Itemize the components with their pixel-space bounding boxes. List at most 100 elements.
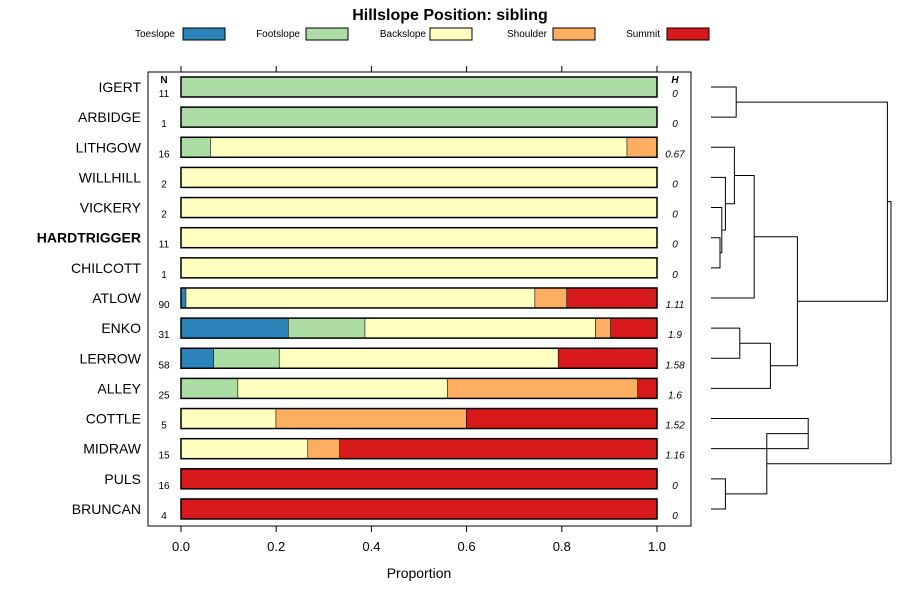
bar-alley-backslope: [238, 378, 448, 399]
h-column-header: H: [671, 75, 679, 86]
bar-alley-summit: [637, 378, 657, 399]
bar-willhill-backslope: [181, 167, 657, 188]
n-value-atlow: 90: [158, 300, 170, 311]
bar-atlow-shoulder: [535, 287, 568, 308]
bar-outline-bruncan: [180, 498, 658, 520]
row-label-bruncan: BRUNCAN: [72, 501, 141, 517]
legend-swatch-footslope: [305, 27, 349, 41]
legend-label-backslope: Backslope: [380, 29, 427, 40]
row-label-puls: PULS: [104, 471, 141, 487]
dendrogram: [711, 86, 892, 510]
legend: Toeslope Footslope Backslope Shoulder Summit: [135, 27, 710, 41]
bar-alley-footslope: [181, 378, 239, 399]
legend-swatch-summit: [666, 27, 710, 41]
row-label-midraw: MIDRAW: [83, 441, 142, 457]
bar-enko-summit: [610, 318, 657, 339]
bar-lithgow-footslope: [181, 137, 211, 158]
row-label-alley: ALLEY: [97, 380, 141, 396]
legend-swatch-shoulder: [552, 27, 596, 41]
bar-midraw-summit: [339, 438, 657, 459]
dendrogram-branch: [711, 478, 726, 510]
bar-outline-enko: [180, 317, 658, 339]
x-axis: 0.0 0.2 0.4 0.6 0.8 1.0: [172, 66, 666, 554]
h-value-lerrow: 1.58: [665, 360, 685, 371]
bar-cottle-summit: [466, 408, 657, 429]
n-column-header: N: [160, 75, 167, 86]
bar-bruncan-summit: [181, 498, 657, 519]
bar-lerrow-toeslope: [181, 348, 214, 369]
x-tick-label: 0.0: [172, 539, 190, 554]
bar-midraw-shoulder: [308, 438, 340, 459]
bar-hardtrigger-backslope: [181, 227, 657, 248]
bar-enko-footslope: [288, 318, 366, 339]
bar-enko-toeslope: [181, 318, 289, 339]
chart-title: Hillslope Position: sibling: [352, 7, 548, 24]
bar-alley-shoulder: [447, 378, 638, 399]
h-value-arbidge: 0: [672, 119, 678, 130]
bar-midraw-backslope: [181, 438, 309, 459]
x-tick-label: 0.2: [267, 539, 285, 554]
bar-lerrow-footslope: [213, 348, 280, 369]
h-value-hardtrigger: 0: [672, 240, 678, 251]
bar-outline-vickery: [180, 196, 658, 219]
bar-outline-hardtrigger: [180, 226, 658, 249]
n-value-cottle: 5: [161, 421, 167, 432]
bar-outline-chilcott: [180, 257, 658, 279]
plot-panel: [147, 71, 692, 527]
bar-outline-lerrow: [180, 347, 658, 370]
n-value-enko: 31: [158, 330, 170, 341]
bar-lerrow-summit: [558, 348, 657, 369]
bar-rows: IGERT 11 0 ARBIDGE 1 0 LITHGOW 16 0.67 WILLHILL 2 0…: [37, 76, 685, 522]
h-value-midraw: 1.16: [665, 451, 685, 462]
row-label-lerrow: LERROW: [80, 350, 142, 366]
legend-label-summit: Summit: [626, 29, 660, 40]
x-tick-label: 1.0: [648, 539, 666, 554]
h-value-puls: 0: [672, 481, 678, 492]
legend-label-footslope: Footslope: [256, 29, 300, 40]
row-label-enko: ENKO: [101, 320, 141, 336]
legend-label-shoulder: Shoulder: [507, 29, 548, 40]
dendrogram-branch: [711, 86, 737, 118]
h-value-lithgow: 0.67: [665, 149, 685, 160]
dendrogram-branch: [711, 237, 721, 269]
bar-cottle-backslope: [181, 408, 277, 429]
bar-enko-backslope: [365, 318, 596, 339]
bar-atlow-backslope: [186, 287, 536, 308]
n-value-lithgow: 16: [158, 149, 170, 160]
dendrogram-branch: [766, 201, 892, 465]
h-value-chilcott: 0: [672, 270, 678, 281]
h-value-alley: 1.6: [668, 390, 682, 401]
bar-arbidge-footslope: [181, 107, 657, 128]
bar-outline-willhill: [180, 166, 658, 189]
x-tick-label: 0.4: [362, 539, 380, 554]
n-value-igert: 11: [159, 89, 170, 100]
bar-outline-arbidge: [180, 106, 658, 128]
legend-swatch-toeslope: [182, 27, 226, 41]
dendrogram-branch: [711, 176, 726, 231]
x-tick-label: 0.6: [458, 539, 476, 554]
row-label-atlow: ATLOW: [92, 290, 142, 306]
h-value-enko: 1.9: [668, 330, 682, 341]
dendrogram-branch: [754, 236, 798, 367]
h-value-vickery: 0: [672, 210, 678, 221]
bar-outline-igert: [180, 76, 658, 98]
bar-igert-footslope: [181, 77, 657, 97]
bar-atlow-toeslope: [181, 287, 187, 308]
n-value-willhill: 2: [161, 179, 167, 190]
bar-lithgow-shoulder: [627, 137, 657, 158]
n-value-vickery: 2: [161, 210, 167, 221]
row-label-hardtrigger: HARDTRIGGER: [37, 230, 141, 246]
dendrogram-branch: [711, 175, 755, 299]
legend-swatch-backslope: [429, 27, 473, 41]
dendrogram-branch: [711, 146, 735, 205]
row-label-arbidge: ARBIDGE: [78, 109, 141, 125]
bar-outline-puls: [180, 468, 658, 490]
bar-puls-summit: [181, 468, 657, 489]
n-value-chilcott: 1: [161, 270, 167, 281]
n-value-lerrow: 58: [158, 360, 170, 371]
row-label-chilcott: CHILCOTT: [71, 260, 141, 276]
bar-chilcott-backslope: [181, 257, 657, 278]
n-value-puls: 16: [158, 481, 170, 492]
bar-atlow-summit: [567, 287, 657, 308]
bar-vickery-backslope: [181, 197, 657, 218]
